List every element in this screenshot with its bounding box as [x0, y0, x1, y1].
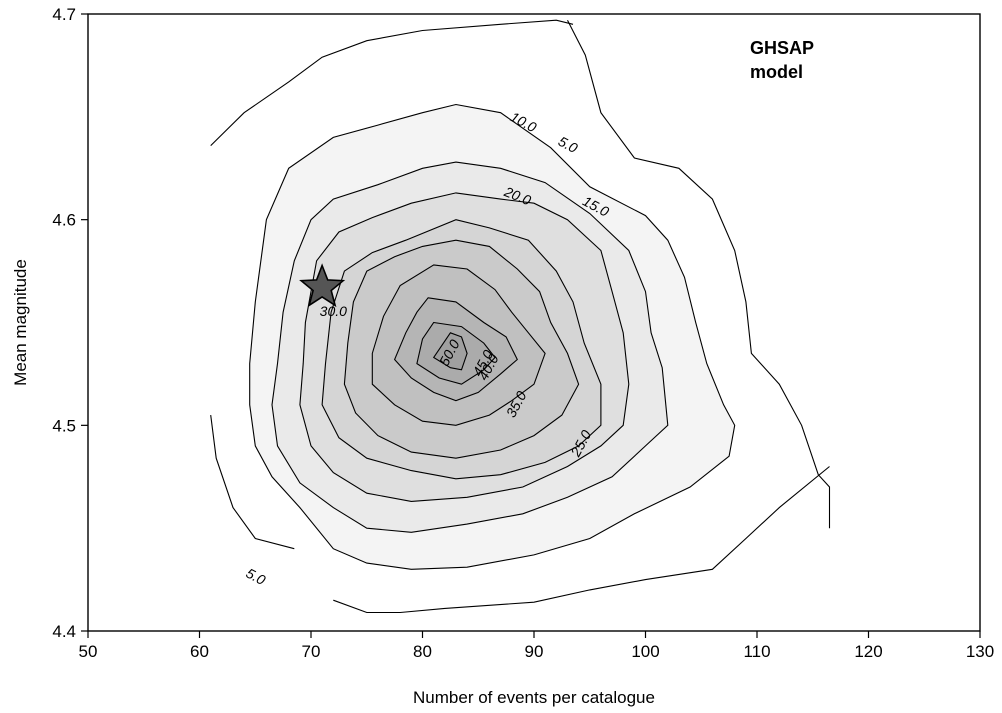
x-tick-label-110: 110 [743, 642, 770, 661]
x-tick-label-100: 100 [631, 642, 659, 661]
y-axis: 4.4 4.5 4.6 4.7 [52, 5, 88, 641]
contour-fills [249, 104, 735, 570]
contour-line-10-0 [249, 103, 736, 570]
x-tick-label-130: 130 [966, 642, 994, 661]
contour-label-5-0-0: 5.0 [556, 133, 581, 156]
contour-line-25-0 [321, 219, 602, 480]
y-tick-label-4.4: 4.4 [52, 622, 76, 641]
y-tick-label-4.5: 4.5 [52, 416, 76, 435]
x-axis-title: Number of events per catalogue [413, 688, 655, 707]
contour-lines [210, 19, 831, 614]
contour-line-40-0 [393, 297, 518, 402]
x-tick-label-70: 70 [302, 642, 321, 661]
x-axis: 50 60 70 80 90 100 110 120 130 [79, 631, 994, 661]
contour-line-5-0-segment-2 [333, 466, 830, 614]
contour-line-35-0 [371, 264, 546, 426]
contour-line-5-0-segment-3 [210, 415, 295, 550]
contour-line-20-0 [299, 192, 630, 502]
contour-line-45-0 [416, 321, 496, 385]
y-tick-label-4.6: 4.6 [52, 211, 76, 230]
y-tick-label-4.7: 4.7 [52, 5, 76, 24]
contour-line-30-0 [343, 239, 580, 459]
contour-line-50-0 [432, 332, 468, 371]
contour-label-5-0-1: 5.0 [244, 565, 269, 588]
star-marker-layer [299, 263, 346, 308]
x-tick-label-80: 80 [413, 642, 432, 661]
x-tick-label-90: 90 [525, 642, 544, 661]
star-marker [299, 263, 346, 308]
model-annotation: GHSAP model [750, 38, 814, 82]
x-tick-label-50: 50 [79, 642, 98, 661]
contour-line-15-0 [271, 161, 669, 533]
contour-line-5-0-segment-0 [210, 19, 574, 146]
contour-fill-50-0 [433, 332, 468, 370]
contour-label-30-0-0: 30.0 [320, 303, 347, 319]
contour-line-5-0-segment-1 [567, 19, 831, 529]
y-axis-title: Mean magnitude [11, 259, 30, 386]
x-tick-label-60: 60 [190, 642, 209, 661]
x-tick-label-120: 120 [854, 642, 882, 661]
